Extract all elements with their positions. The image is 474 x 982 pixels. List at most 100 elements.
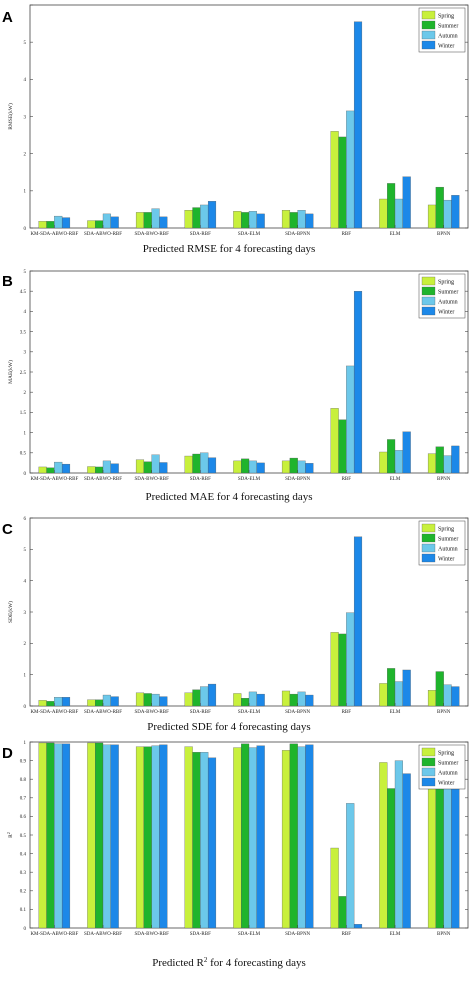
bar-spring (427, 690, 437, 707)
y-tick-label: 0.5 (20, 834, 27, 839)
legend-label-spring: Spring (438, 527, 454, 533)
bar-autumn (394, 450, 403, 474)
x-tick-label: SDA-ELM (238, 477, 261, 482)
bar-summer (338, 896, 347, 929)
y-tick-label: 0.3 (20, 871, 27, 876)
x-tick-label: SDA-ELM (238, 232, 261, 237)
x-tick-label: ELM (390, 477, 401, 482)
y-tick-label: 5 (24, 548, 27, 553)
legend-label-summer: Summer (438, 537, 458, 543)
bar-spring (87, 220, 96, 229)
bar-winter (402, 176, 411, 229)
x-tick-label: RBF (342, 710, 352, 715)
bar-winter (353, 536, 363, 707)
y-tick-label: 0.5 (20, 452, 27, 457)
bar-autumn (443, 766, 452, 929)
bar-winter (207, 457, 217, 474)
x-tick-label: RBF (342, 932, 352, 937)
y-tick-label: 6 (24, 517, 27, 522)
bar-winter (61, 697, 71, 707)
bar-summer (192, 752, 201, 929)
bar-autumn (346, 612, 355, 707)
x-tick-label: KM-SDA-ABWO-RBF (30, 710, 78, 715)
bar-autumn (102, 744, 111, 929)
bar-winter (159, 462, 168, 474)
bar-winter (110, 696, 119, 707)
bar-autumn (394, 760, 403, 929)
legend: Spring Summer Autumn Winter (418, 273, 466, 319)
bar-autumn (54, 215, 63, 229)
bar-spring (330, 847, 339, 929)
legend-swatch-autumn (421, 543, 436, 553)
y-tick-label: 2 (24, 152, 27, 157)
bar-winter (207, 683, 217, 707)
x-tick-label: SDA-ELM (238, 710, 261, 715)
bar-autumn (151, 208, 160, 229)
y-tick-label: 3 (24, 611, 27, 616)
legend-swatch-autumn (421, 296, 436, 306)
bar-winter (110, 216, 119, 229)
bar-summer (143, 212, 152, 229)
y-tick-label: 1 (24, 741, 27, 746)
bar-summer (241, 212, 250, 229)
bar-autumn (394, 681, 403, 707)
y-tick-label: 0 (24, 705, 27, 710)
bar-summer (435, 186, 444, 229)
y-tick-label: 1 (24, 673, 27, 678)
bar-autumn (54, 697, 63, 707)
bar-summer (95, 742, 104, 929)
bar-summer (192, 453, 201, 474)
bar-summer (241, 698, 250, 707)
x-tick-label: SDA-ABWO-RBF (84, 477, 122, 482)
y-tick-label: 1.5 (20, 411, 27, 416)
bar-summer (192, 689, 201, 707)
y-tick-label: 5 (24, 41, 27, 46)
bar-autumn (443, 199, 452, 229)
bar-spring (281, 690, 291, 707)
x-tick-label: SDA-RBF (190, 477, 211, 482)
bar-winter (402, 669, 411, 707)
y-tick-label: 3 (24, 351, 27, 356)
legend-swatch-spring (421, 10, 436, 20)
bar-spring (281, 210, 291, 229)
bar-winter (305, 744, 314, 929)
bar-spring (281, 750, 291, 929)
bar-summer (289, 743, 298, 929)
bar-autumn (346, 365, 355, 474)
x-tick-label: SDA-ELM (238, 932, 261, 937)
bar-autumn (297, 746, 306, 929)
legend-label-autumn: Autumn (438, 771, 458, 777)
y-tick-label: 3.5 (20, 330, 27, 335)
y-tick-label: 0 (24, 227, 27, 232)
x-tick-label: SDA-RBF (190, 232, 211, 237)
x-tick-label: SDA-BPNN (285, 232, 310, 237)
legend-swatch-spring (421, 523, 436, 533)
bar-winter (402, 773, 411, 929)
bar-winter (451, 686, 460, 707)
bar-summer (46, 467, 55, 474)
bar-summer (289, 212, 298, 229)
y-tick-label: 1 (24, 190, 27, 195)
y-tick-label: 1 (24, 431, 27, 436)
x-tick-label: SDA-BWO-RBF (134, 477, 169, 482)
bar-summer (95, 699, 104, 707)
y-axis-label: RMSE(kW) (7, 103, 14, 130)
bar-spring (379, 762, 388, 929)
bar-autumn (102, 694, 111, 707)
legend-label-summer: Summer (438, 290, 458, 296)
y-tick-label: 0.1 (20, 908, 27, 913)
bar-autumn (443, 455, 452, 474)
x-tick-label: ELM (390, 232, 401, 237)
bar-winter (353, 291, 363, 474)
bar-summer (387, 439, 396, 474)
bar-summer (143, 693, 152, 707)
x-tick-label: SDA-BWO-RBF (134, 710, 169, 715)
x-tick-label: SDA-ABWO-RBF (84, 710, 122, 715)
y-tick-label: 4.5 (20, 290, 27, 295)
bar-spring (135, 746, 145, 929)
bar-autumn (297, 210, 306, 229)
bar-summer (289, 693, 298, 707)
panel-letter: D (2, 745, 13, 762)
legend-label-winter: Winter (438, 44, 454, 50)
bar-spring (135, 459, 145, 474)
